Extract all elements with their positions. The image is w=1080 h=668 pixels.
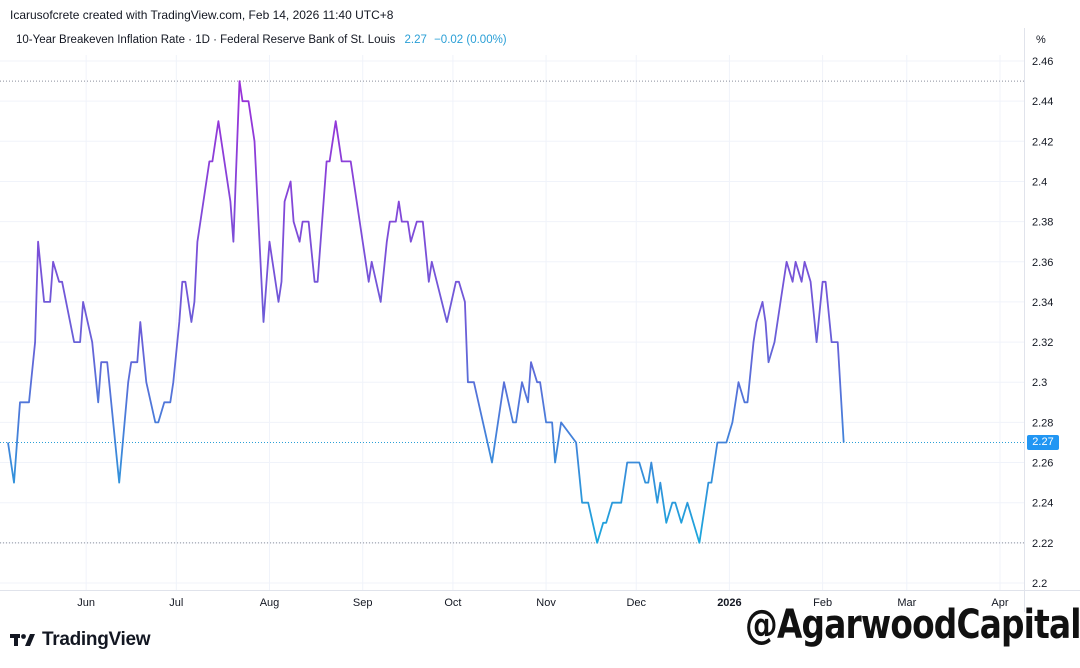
y-tick-label: 2.38 <box>1032 217 1053 229</box>
y-tick-label: 2.34 <box>1032 297 1053 309</box>
y-tick-label: 2.24 <box>1032 498 1053 510</box>
value-change: −0.02 (0.00%) <box>434 34 507 46</box>
y-tick-label: 2.2 <box>1032 578 1047 590</box>
y-tick-label: 2.4 <box>1032 176 1047 188</box>
x-tick-label: Nov <box>536 597 556 609</box>
axis-unit: % <box>1036 34 1046 46</box>
x-tick-label: 2026 <box>717 597 741 609</box>
tradingview-brand: TradingView <box>42 629 151 650</box>
watermark-text: @AgarwoodCapital <box>745 602 1080 648</box>
series-title: 10-Year Breakeven Inflation Rate · 1D · … <box>16 34 396 46</box>
x-axis: Jun Jul Aug Sep Oct Nov Dec 2026 Feb Mar Apr <box>77 597 1009 609</box>
x-tick-label: Jul <box>169 597 183 609</box>
series-legend: 10-Year Breakeven Inflation Rate · 1D · … <box>16 34 507 46</box>
y-tick-label: 2.36 <box>1032 257 1053 269</box>
y-tick-label: 2.42 <box>1032 136 1053 148</box>
y-axis: 2.46 2.44 2.42 2.4 2.38 2.36 2.34 2.32 2.3 2.28 2.… <box>1032 56 1053 590</box>
x-tick-label: Dec <box>626 597 646 609</box>
y-tick-label: 2.3 <box>1032 377 1047 389</box>
attribution-text: Icarusofcrete created with TradingView.c… <box>10 8 394 22</box>
x-tick-label: Apr <box>991 597 1008 609</box>
last-price-tag: 2.27 <box>1027 435 1059 450</box>
y-tick-label: 2.32 <box>1032 337 1053 349</box>
y-tick-label: 2.28 <box>1032 417 1053 429</box>
grid-lines <box>0 28 1080 612</box>
y-tick-label: 2.46 <box>1032 56 1053 68</box>
x-tick-label: Jun <box>77 597 95 609</box>
y-tick-label: 2.44 <box>1032 96 1053 108</box>
y-tick-label: 2.26 <box>1032 458 1053 470</box>
x-tick-label: Feb <box>813 597 832 609</box>
x-tick-label: Oct <box>444 597 461 609</box>
last-value: 2.27 <box>404 34 427 46</box>
series-line <box>7 80 845 544</box>
tradingview-icon <box>10 631 36 649</box>
x-tick-label: Aug <box>260 597 280 609</box>
x-tick-label: Sep <box>353 597 373 609</box>
tradingview-logo[interactable]: TradingView <box>10 629 151 651</box>
y-tick-label: 2.22 <box>1032 538 1053 550</box>
x-tick-label: Mar <box>897 597 916 609</box>
reference-lines <box>0 80 1024 544</box>
